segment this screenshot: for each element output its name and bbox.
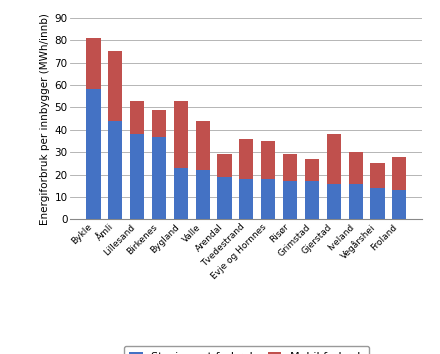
Bar bbox=[174, 101, 188, 168]
Bar bbox=[130, 134, 144, 219]
Bar bbox=[326, 134, 341, 184]
Bar bbox=[305, 181, 319, 219]
Bar bbox=[108, 121, 122, 219]
Bar bbox=[348, 152, 363, 184]
Bar bbox=[283, 181, 297, 219]
Bar bbox=[370, 164, 385, 188]
Bar bbox=[305, 159, 319, 181]
Bar bbox=[174, 168, 188, 219]
Bar bbox=[261, 179, 275, 219]
Bar bbox=[196, 170, 210, 219]
Bar bbox=[239, 179, 253, 219]
Bar bbox=[392, 190, 407, 219]
Bar bbox=[108, 51, 122, 121]
Bar bbox=[86, 38, 101, 90]
Bar bbox=[392, 157, 407, 190]
Bar bbox=[239, 139, 253, 179]
Bar bbox=[130, 101, 144, 134]
Bar bbox=[326, 184, 341, 219]
Bar bbox=[86, 90, 101, 219]
Legend: Stasjonært forbruk, Mobil forbruk: Stasjonært forbruk, Mobil forbruk bbox=[124, 346, 369, 354]
Bar bbox=[261, 141, 275, 179]
Bar bbox=[217, 177, 231, 219]
Bar bbox=[152, 110, 166, 137]
Bar bbox=[152, 137, 166, 219]
Bar bbox=[196, 121, 210, 170]
Bar bbox=[283, 154, 297, 181]
Bar bbox=[217, 154, 231, 177]
Y-axis label: Energiforbruk per innbygger (MWh/innb): Energiforbruk per innbygger (MWh/innb) bbox=[40, 13, 50, 224]
Bar bbox=[370, 188, 385, 219]
Bar bbox=[348, 184, 363, 219]
